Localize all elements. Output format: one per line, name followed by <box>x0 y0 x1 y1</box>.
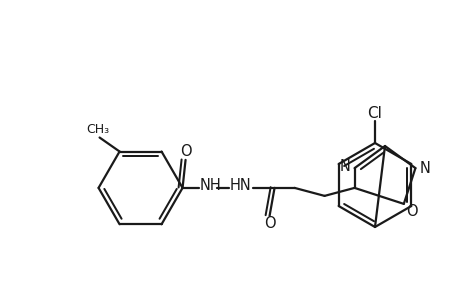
Text: N: N <box>338 159 349 174</box>
Text: HN: HN <box>229 178 251 194</box>
Text: N: N <box>419 160 430 175</box>
Text: NH: NH <box>199 178 221 194</box>
Text: O: O <box>263 216 275 231</box>
Text: CH₃: CH₃ <box>86 123 109 136</box>
Text: O: O <box>405 204 417 219</box>
Text: Cl: Cl <box>367 106 381 121</box>
Text: O: O <box>179 144 191 159</box>
